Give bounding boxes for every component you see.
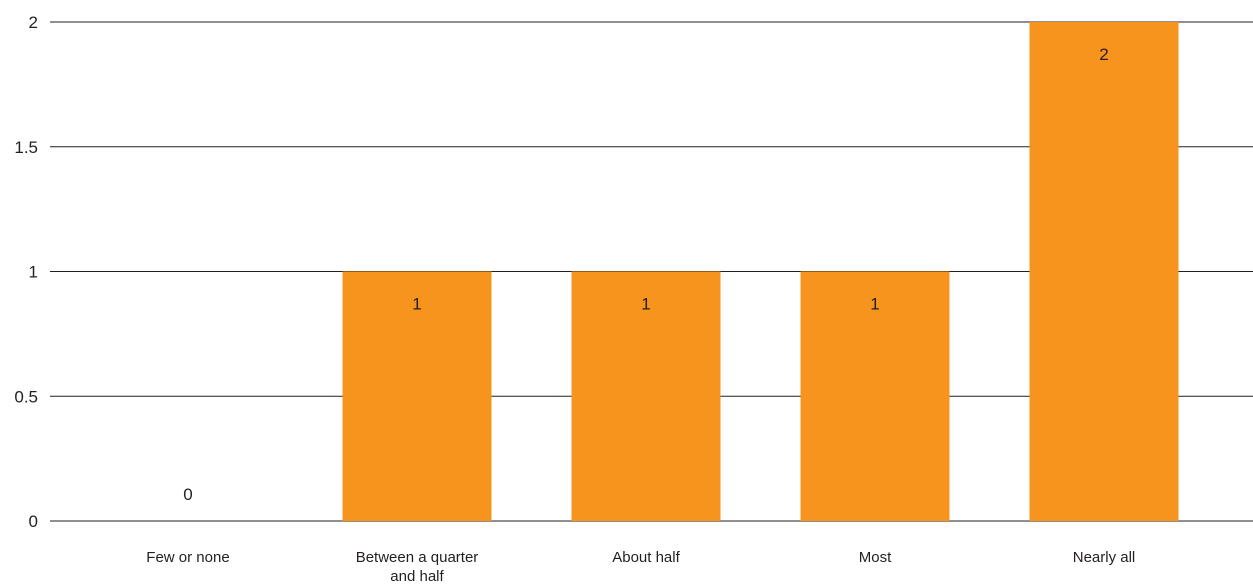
y-tick-label: 0	[29, 512, 38, 531]
data-label: 0	[183, 485, 192, 504]
y-tick-label: 2	[29, 13, 38, 32]
data-label: 2	[1099, 45, 1108, 64]
data-label: 1	[412, 295, 421, 314]
data-label: 1	[870, 295, 879, 314]
bar	[342, 271, 492, 521]
y-tick-label: 0.5	[14, 387, 38, 406]
x-category-label: Nearly all	[1073, 549, 1136, 566]
x-category-label: Most	[859, 549, 892, 566]
bar	[1029, 22, 1179, 521]
bar	[571, 271, 721, 521]
y-tick-label: 1.5	[14, 138, 38, 157]
y-tick-label: 1	[29, 263, 38, 282]
bars	[342, 22, 1179, 521]
y-axis-tick-labels: 0 0.5 1 1.5 2	[14, 13, 38, 531]
x-category-label: About half	[612, 549, 680, 566]
data-labels: 0 1 1 1 2	[183, 45, 1108, 504]
x-category-label: Between a quarter	[356, 549, 479, 566]
data-label: 1	[641, 295, 650, 314]
bar	[800, 271, 950, 521]
x-category-label: Few or none	[146, 549, 229, 566]
x-axis-category-labels: Few or none Between a quarter and half Abou…	[146, 549, 1135, 585]
x-category-label: and half	[390, 568, 444, 585]
